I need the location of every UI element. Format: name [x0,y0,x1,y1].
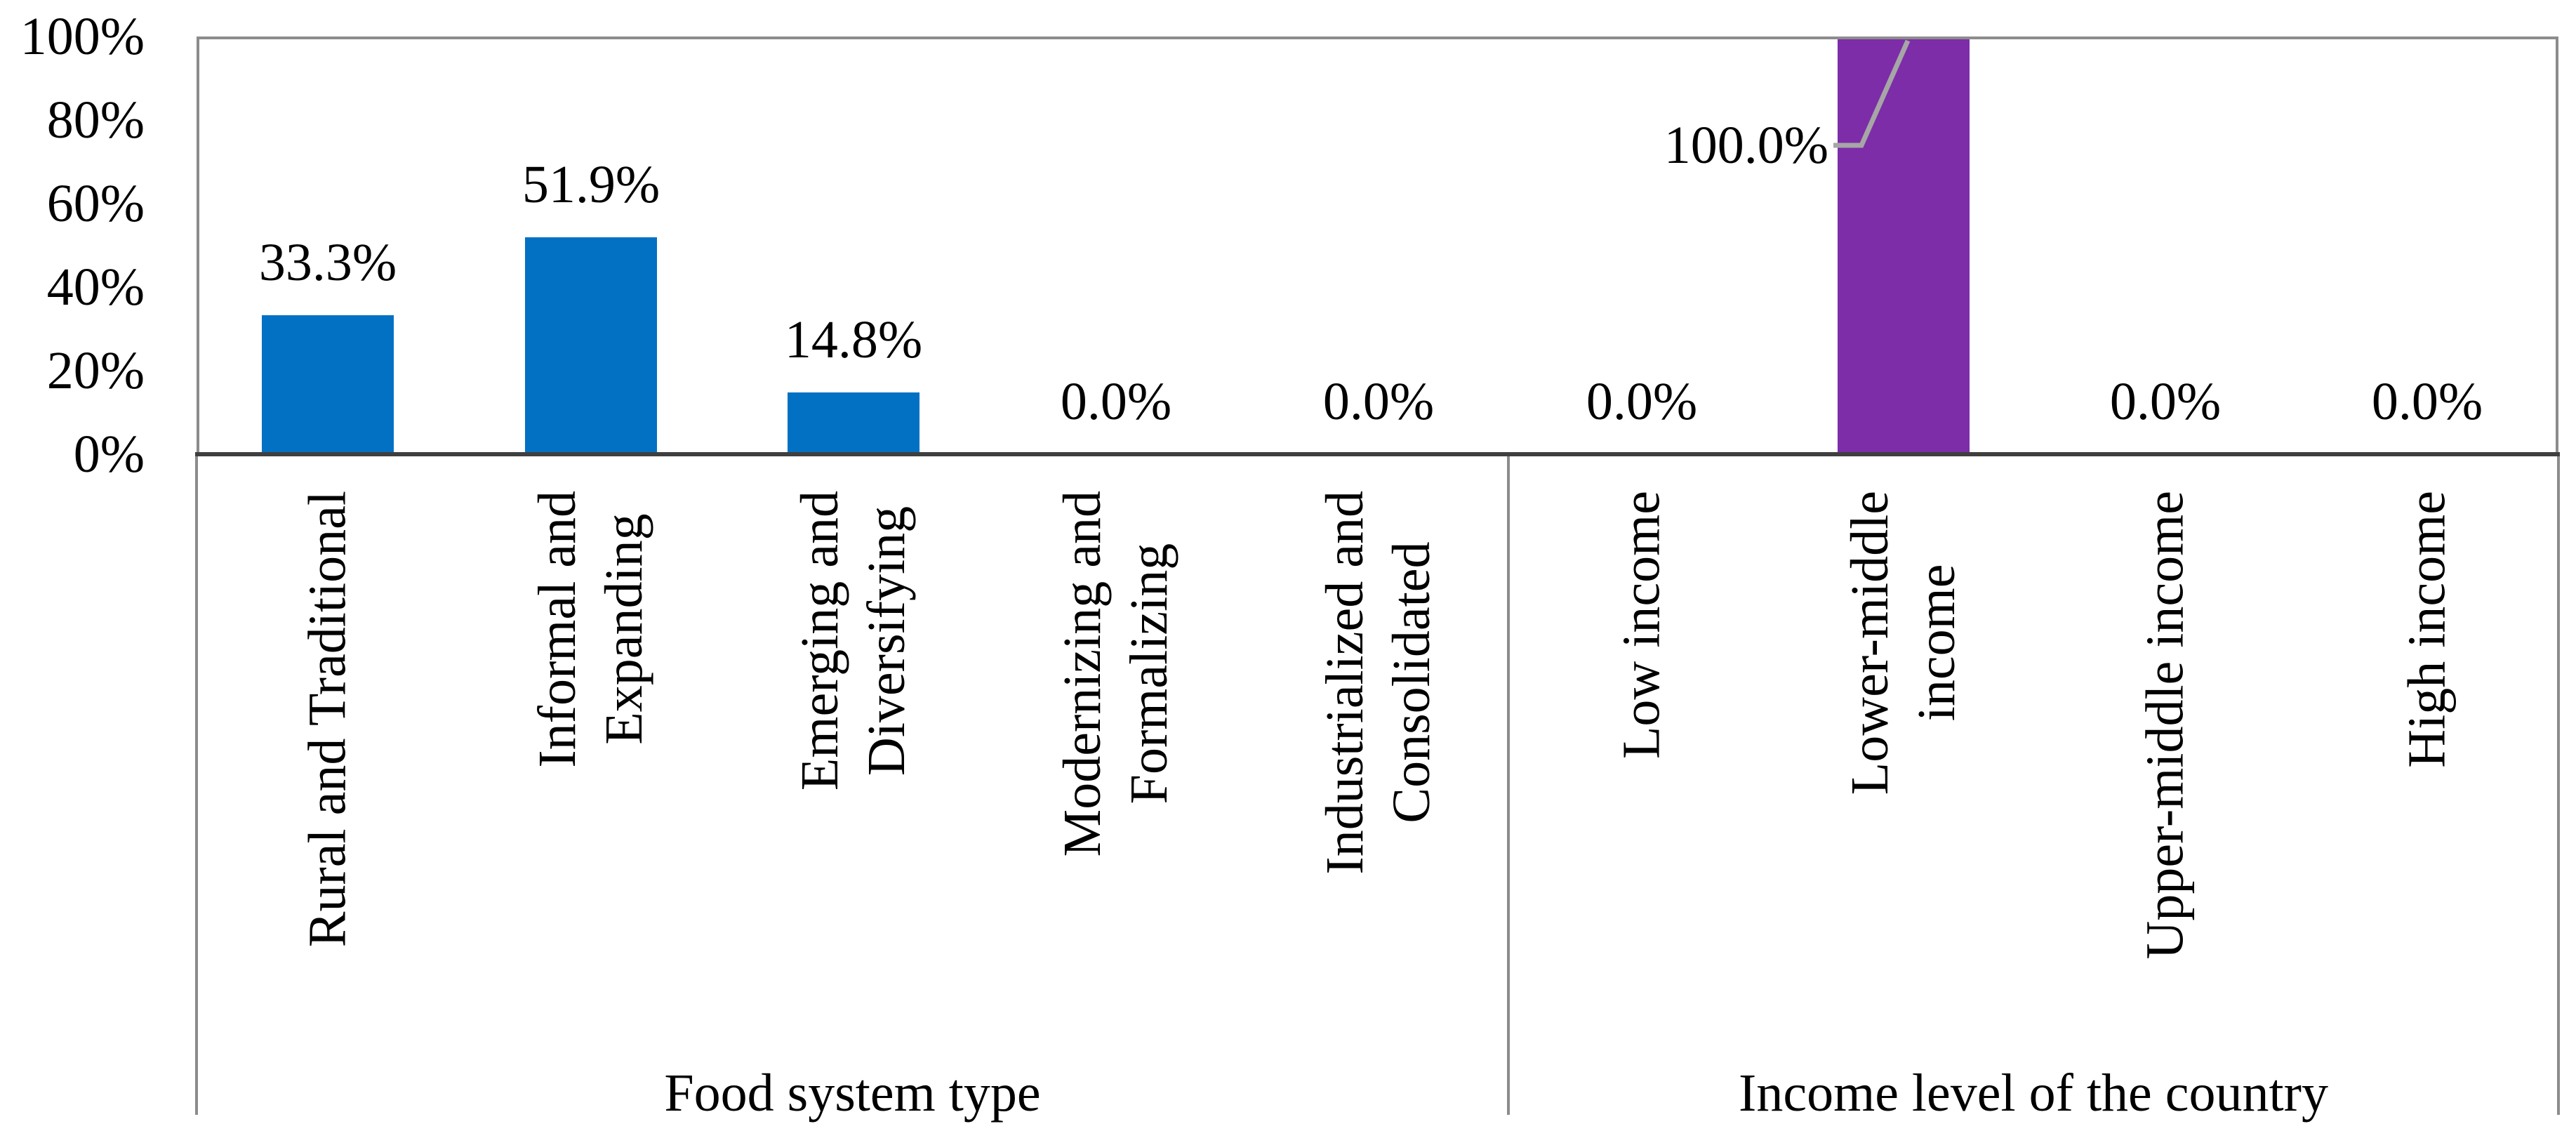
data-label-industrialized-consolidated: 0.0% [1322,372,1435,431]
category-label-low-income: Low income [1612,491,1671,760]
y-tick-100: 100% [20,7,145,66]
category-label-informal-expanding: Informal and Expanding [528,491,653,768]
axis-separator-middle [1507,454,1510,1115]
bar-lower-middle-income [1838,37,1970,454]
y-tick-60: 60% [46,174,145,233]
axis-separator-right [2557,454,2560,1115]
axis-separator-left [195,454,198,1115]
data-label-lower-middle-income-callout: 100.0% [1664,116,1828,175]
group-title-food-system-type: Food system type [664,1064,1041,1123]
y-tick-80: 80% [46,91,145,150]
group-title-income-level: Income level of the country [1739,1064,2328,1123]
category-label-modernizing-formalizing: Modernizing and Formalizing [1053,491,1179,857]
category-label-lower-middle-income: Lower-middle income [1840,491,1966,795]
bar-rural-traditional [262,315,394,454]
data-label-upper-middle-income: 0.0% [2109,372,2222,431]
category-label-rural-traditional: Rural and Traditional [298,491,357,948]
y-tick-0: 0% [73,425,145,484]
category-label-upper-middle-income: Upper-middle income [2135,491,2195,960]
data-label-low-income: 0.0% [1586,372,1698,431]
y-tick-20: 20% [46,341,145,400]
bar-emerging-diversifying [788,392,919,454]
data-label-modernizing-formalizing: 0.0% [1060,372,1172,431]
category-label-high-income: High income [2397,491,2457,768]
data-label-emerging-diversifying: 14.8% [784,310,923,369]
bar-informal-expanding [525,237,657,454]
data-label-high-income: 0.0% [2371,372,2483,431]
category-label-industrialized-consolidated: Industrialized and Consolidated [1315,491,1441,875]
plot-area: 33.3% 51.9% 14.8% 0.0% 0.0% 0.0% 0.0% 0.… [197,37,2558,454]
y-tick-40: 40% [46,258,145,317]
category-label-emerging-diversifying: Emerging and Diversifying [790,491,916,791]
data-label-informal-expanding: 51.9% [522,155,660,215]
x-axis-line [195,452,2560,456]
data-label-rural-traditional: 33.3% [258,232,397,292]
